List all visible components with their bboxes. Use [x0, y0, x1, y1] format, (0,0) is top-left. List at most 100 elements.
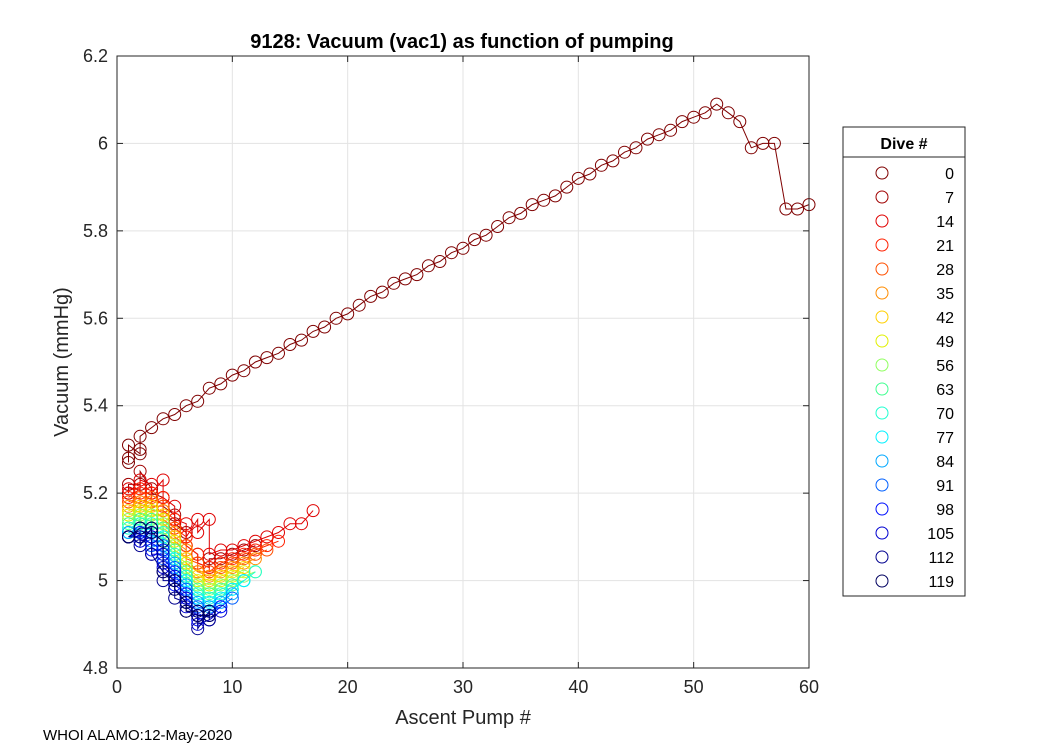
- data-point: [548, 189, 562, 203]
- y-tick-label: 6: [98, 133, 108, 153]
- data-point: [272, 534, 285, 548]
- data-point: [191, 622, 205, 636]
- legend-label: 21: [936, 238, 954, 255]
- legend-label: 91: [936, 478, 954, 495]
- data-point: [421, 259, 435, 273]
- data-point: [248, 355, 262, 369]
- data-point: [571, 171, 585, 185]
- legend-label: 7: [945, 190, 954, 207]
- data-point: [168, 408, 182, 421]
- data-point: [260, 530, 274, 544]
- legend-label: 98: [936, 502, 954, 519]
- legend-label: 35: [936, 286, 954, 303]
- data-point: [237, 539, 251, 553]
- data-point: [491, 220, 505, 233]
- data-point: [156, 412, 170, 426]
- x-axis-label: Ascent Pump #: [395, 707, 532, 729]
- data-point: [122, 438, 135, 452]
- legend-marker: [875, 550, 889, 564]
- grid-layer: [116, 55, 810, 669]
- data-point: [133, 429, 147, 443]
- legend-marker: [875, 190, 889, 204]
- data-point: [698, 106, 712, 120]
- data-point: [145, 547, 159, 561]
- data-point: [329, 311, 343, 325]
- data-point: [410, 268, 424, 282]
- data-point: [237, 364, 251, 378]
- data-point: [710, 97, 724, 111]
- legend-label: 56: [936, 358, 954, 375]
- legend-label: 28: [936, 262, 954, 279]
- data-point: [179, 517, 193, 531]
- data-point: [675, 115, 689, 129]
- data-point: [179, 399, 193, 413]
- data-point: [179, 595, 193, 609]
- data-point: [398, 272, 412, 286]
- x-tick-label: 10: [222, 677, 242, 697]
- data-point: [168, 591, 182, 605]
- data-point: [318, 320, 332, 334]
- data-point: [191, 394, 205, 408]
- legend-marker: [875, 262, 889, 276]
- data-point: [641, 132, 654, 146]
- data-point: [341, 307, 355, 321]
- data-point: [133, 473, 147, 487]
- data-point: [295, 517, 308, 531]
- legend: Dive # 0 7 14 21 28 35 42 49 56 63 70 77 84 91 98 105 11…: [842, 126, 966, 597]
- data-point: [202, 604, 216, 618]
- data-point: [133, 447, 147, 461]
- data-point: [237, 556, 251, 570]
- data-point: [537, 193, 551, 207]
- data-point: [456, 241, 470, 255]
- data-point: [791, 202, 804, 216]
- data-point: [260, 539, 274, 553]
- legend-label: 14: [936, 214, 954, 231]
- data-point: [237, 574, 251, 588]
- data-point: [502, 211, 516, 225]
- x-tick-label: 50: [684, 677, 704, 697]
- legend-label: 84: [936, 454, 954, 471]
- legend-marker: [875, 574, 889, 588]
- tick-layer: 0 10 20 30 40 50 60 4.8 5 5.2 5.4 5.6 5.8 6 6.2: [83, 46, 819, 697]
- data-point: [733, 115, 747, 129]
- data-point: [606, 154, 620, 168]
- data-point: [352, 298, 366, 312]
- data-point: [272, 346, 285, 360]
- x-tick-label: 30: [453, 677, 473, 697]
- legend-label: 49: [936, 334, 954, 351]
- data-point: [237, 561, 251, 574]
- x-tick-label: 20: [338, 677, 358, 697]
- x-tick-label: 40: [568, 677, 588, 697]
- legend-marker: [875, 502, 889, 516]
- data-point: [133, 539, 147, 553]
- legend-label: 0: [945, 166, 954, 183]
- data-point: [652, 128, 666, 142]
- data-point: [202, 609, 216, 622]
- y-tick-label: 5.4: [83, 396, 108, 416]
- legend-marker: [875, 454, 889, 468]
- data-point: [248, 565, 262, 579]
- data-point: [283, 338, 297, 351]
- data-point: [295, 333, 308, 347]
- series-line: [128, 531, 233, 612]
- data-point: [168, 582, 182, 596]
- data-point: [744, 141, 758, 155]
- data-point: [191, 547, 205, 561]
- series-line: [128, 103, 810, 463]
- data-point: [260, 351, 274, 365]
- legend-entries: 0 7 14 21 28 35 42 49 56 63 70 77 84 91 98 105 112 119: [875, 166, 954, 591]
- data-point: [214, 600, 228, 614]
- legend-marker: [875, 166, 889, 180]
- legend-marker: [875, 478, 889, 492]
- data-point: [687, 110, 701, 124]
- legend-marker: [875, 238, 889, 252]
- data-point: [156, 534, 170, 548]
- legend-label: 70: [936, 406, 954, 423]
- data-point: [122, 451, 135, 465]
- y-tick-label: 5.6: [83, 308, 108, 328]
- legend-label: 77: [936, 430, 954, 447]
- data-point: [479, 228, 493, 242]
- data-point: [525, 198, 539, 212]
- data-point: [133, 464, 147, 478]
